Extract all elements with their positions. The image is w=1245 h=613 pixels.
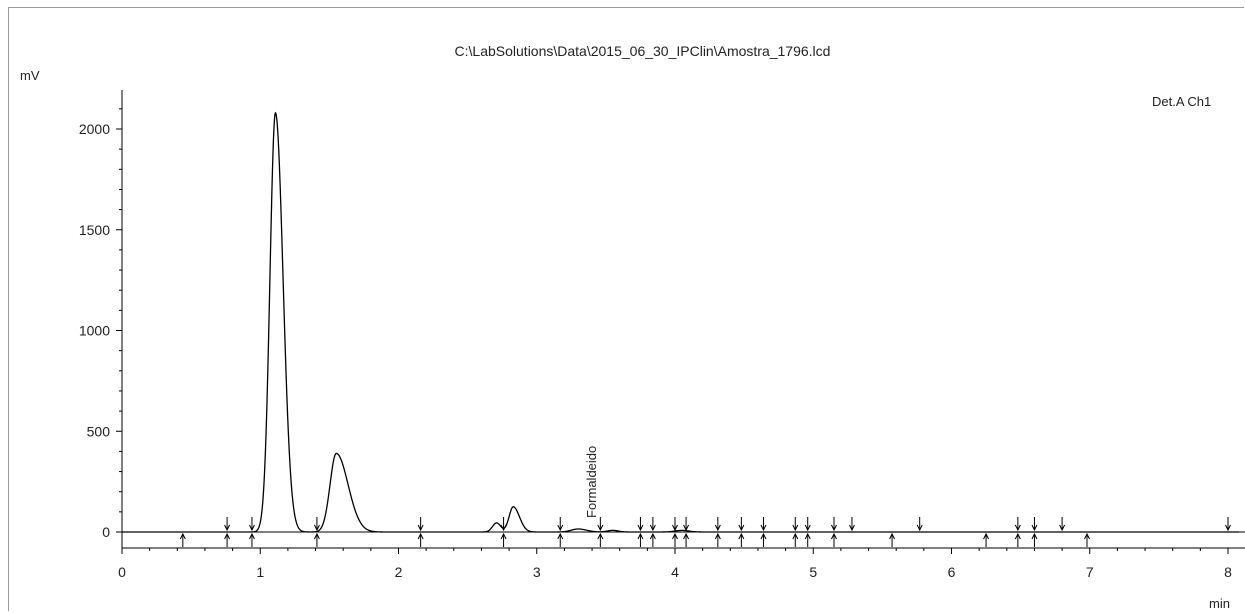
- integration-mark-upper-arrow: [637, 524, 644, 532]
- x-tick-label: 2: [395, 564, 403, 580]
- integration-mark-upper-arrow: [249, 524, 255, 532]
- y-axis-label: mV: [20, 68, 40, 83]
- integration-mark-upper-arrow: [738, 524, 745, 532]
- integration-mark-lower-arrow: [313, 532, 320, 540]
- integration-mark-lower-arrow: [179, 532, 186, 540]
- x-tick-label: 5: [809, 564, 817, 580]
- integration-mark-upper-arrow: [417, 524, 424, 532]
- integration-mark-lower-arrow: [672, 532, 678, 540]
- integration-mark-lower-arrow: [792, 532, 799, 540]
- integration-mark-upper-arrow: [500, 524, 507, 532]
- integration-mark-lower-arrow: [683, 532, 690, 540]
- integration-mark-lower-arrow: [760, 532, 767, 540]
- x-tick-label: 8: [1224, 564, 1232, 580]
- integration-mark-lower-arrow: [557, 532, 564, 540]
- integration-mark-lower-arrow: [804, 532, 811, 540]
- integration-mark-upper-arrow: [792, 524, 799, 532]
- y-tick-label: 0: [102, 524, 110, 540]
- integration-mark-lower-arrow: [637, 532, 644, 540]
- x-tick-label: 6: [948, 564, 956, 580]
- x-tick-label: 1: [256, 564, 264, 580]
- integration-mark-upper-arrow: [672, 524, 678, 532]
- integration-mark-upper-arrow: [1225, 524, 1231, 532]
- integration-mark-upper-arrow: [1014, 524, 1021, 532]
- integration-mark-upper-arrow: [714, 524, 721, 532]
- integration-mark-upper-arrow: [649, 524, 656, 532]
- integration-mark-upper-arrow: [597, 524, 604, 532]
- chart-title: C:\LabSolutions\Data\2015_06_30_IPClin\A…: [454, 43, 831, 59]
- integration-mark-lower-arrow: [738, 532, 745, 540]
- integration-mark-upper-arrow: [916, 524, 923, 532]
- integration-mark-upper-arrow: [1031, 524, 1038, 532]
- integration-mark-lower-arrow: [983, 532, 990, 540]
- integration-mark-lower-arrow: [224, 532, 231, 540]
- y-tick-label: 500: [87, 423, 111, 439]
- y-tick-label: 1500: [79, 222, 110, 238]
- integration-mark-upper-arrow: [831, 524, 837, 532]
- x-axis-label: min: [1209, 596, 1230, 611]
- integration-mark-upper-arrow: [313, 524, 320, 532]
- integration-mark-lower-arrow: [249, 532, 255, 540]
- peak-annotation-label: Formaldeido: [584, 446, 599, 518]
- integration-mark-lower-arrow: [831, 532, 837, 540]
- x-tick-label: 3: [533, 564, 541, 580]
- integration-mark-upper-arrow: [849, 524, 855, 532]
- integration-mark-lower-arrow: [714, 532, 721, 540]
- x-tick-label: 0: [118, 564, 126, 580]
- integration-mark-lower-arrow: [1084, 532, 1090, 540]
- channel-label: Det.A Ch1: [1152, 94, 1212, 109]
- integration-mark-lower-arrow: [649, 532, 656, 540]
- integration-mark-upper-arrow: [804, 524, 811, 532]
- integration-mark-lower-arrow: [1031, 532, 1038, 540]
- integration-mark-upper-arrow: [760, 524, 767, 532]
- integration-mark-lower-arrow: [500, 532, 507, 540]
- integration-mark-upper-arrow: [1059, 524, 1066, 532]
- x-tick-label: 4: [671, 564, 679, 580]
- integration-mark-lower-arrow: [597, 532, 604, 540]
- integration-mark-lower-arrow: [1014, 532, 1021, 540]
- figure-frame: [8, 7, 1244, 611]
- integration-mark-lower-arrow: [889, 532, 895, 540]
- integration-mark-upper-arrow: [683, 524, 690, 532]
- integration-mark-upper-arrow: [557, 524, 564, 532]
- y-tick-label: 1000: [79, 323, 110, 339]
- integration-mark-upper-arrow: [224, 524, 231, 532]
- chromatogram-trace: [122, 111, 1240, 533]
- y-tick-label: 2000: [79, 121, 110, 137]
- x-tick-label: 7: [1086, 564, 1094, 580]
- integration-mark-lower-arrow: [417, 532, 424, 540]
